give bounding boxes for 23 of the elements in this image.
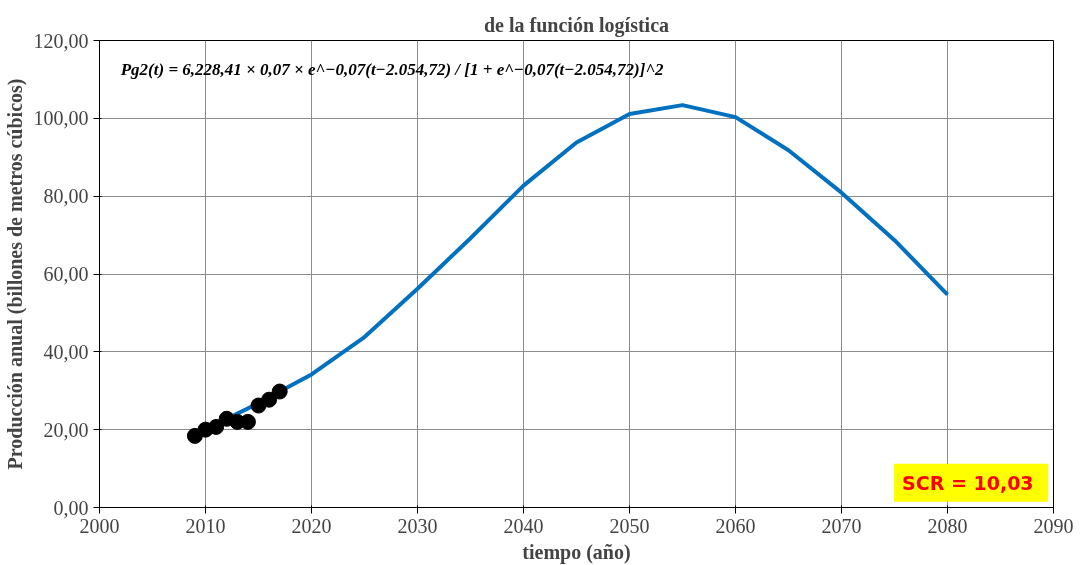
x-tick-label: 2030 [397,514,438,537]
y-axis-title: Producción anual (billones de metros cúbicos) [3,78,27,470]
y-tick-label: 60,00 [43,263,89,285]
x-tick-label: 2020 [291,514,332,537]
y-tick-label: 20,00 [43,418,89,441]
x-tick-label: 2040 [503,514,544,537]
x-tick-label: 2050 [609,514,650,537]
y-tick-label: 80,00 [43,185,89,208]
point [271,383,288,400]
x-tick-label: 2010 [185,514,226,537]
x-tick-label: 2080 [927,514,968,537]
y-tick-label: 100,00 [33,107,89,130]
x-axis-title: tiempo (año) [522,540,631,564]
point [261,391,278,408]
annotation: Pg2(t) = 6,228,41 × 0,07 × e^−0,07(t−2.054,72) / [1 + e^−0,07(t−2.054,72)]^2 [119,60,665,80]
x-tick-label: 2070 [821,514,862,537]
chart-title: de la función logística [484,13,670,37]
x-tick-label: 2090 [1033,514,1074,537]
annotation: SCR = 10,03 [902,471,1034,494]
y-tick-label: 40,00 [43,340,89,363]
point [208,418,225,435]
y-tick-label: 120,00 [33,29,89,52]
x-tick-label: 2060 [715,514,756,537]
